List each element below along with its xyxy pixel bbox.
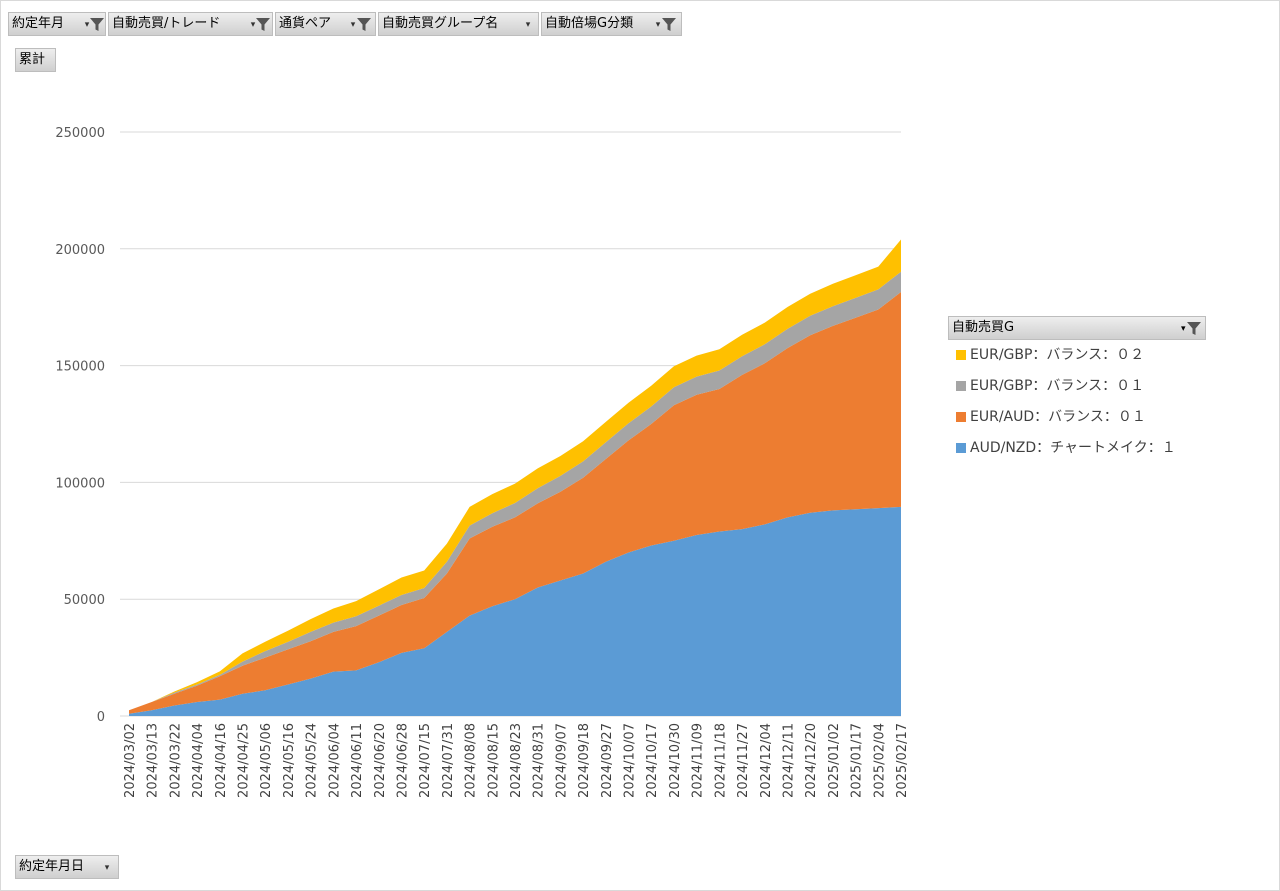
x-tick-label: 2024/08/15 <box>486 723 501 798</box>
x-tick-label: 2024/04/16 <box>214 723 229 798</box>
value-field-label: 累計 <box>19 52 46 67</box>
x-tick-label: 2025/01/02 <box>827 723 842 798</box>
legend-swatch <box>956 381 966 391</box>
x-tick-label: 2024/12/11 <box>781 723 796 798</box>
x-tick-label: 2024/12/20 <box>804 723 819 798</box>
x-tick-label: 2024/10/30 <box>668 723 683 798</box>
filter-label: 自動売買/トレード <box>112 16 221 31</box>
legend-item[interactable]: AUD/NZD：チャートメイク：１ <box>948 433 1206 464</box>
x-tick-label: 2025/01/17 <box>850 723 865 798</box>
filter-label: 自動倍場G分類 <box>545 16 634 31</box>
y-tick-label: 0 <box>97 710 105 725</box>
x-axis-ticks: 2024/03/02 2024/03/13 2024/03/22 2024/04/04… <box>123 723 910 798</box>
area-series-eur-aud <box>129 292 901 714</box>
funnel-icon[interactable] <box>1186 321 1202 336</box>
legend-items: EUR/GBP：バランス：０２ EUR/GBP：バランス：０１ EUR/AUD：バラ… <box>948 340 1206 464</box>
legend-label: EUR/AUD：バランス：０１ <box>970 409 1146 425</box>
legend: 自動売買G ▾ EUR/GBP：バランス：０２ EUR/GBP：バランス：０１ EU… <box>948 316 1206 464</box>
funnel-icon[interactable] <box>255 17 271 32</box>
x-tick-label: 2024/05/16 <box>282 723 297 798</box>
legend-swatch <box>956 350 966 360</box>
dropdown-arrow-icon[interactable]: ▾ <box>655 20 661 30</box>
axis-field-button[interactable]: 約定年月日 ▾ <box>15 855 119 879</box>
legend-field-button[interactable]: 自動売買G ▾ <box>948 316 1206 340</box>
dropdown-arrow-icon[interactable]: ▾ <box>84 20 90 30</box>
filter-button-auto-group-category[interactable]: 自動倍場G分類 ▾ <box>541 12 682 36</box>
y-tick-label: 100000 <box>55 476 105 491</box>
filter-label: 通貨ペア <box>279 16 332 31</box>
x-tick-label: 2024/12/04 <box>759 723 774 798</box>
filter-button-currency-pair[interactable]: 通貨ペア ▾ <box>275 12 376 36</box>
legend-label: EUR/GBP：バランス：０２ <box>970 347 1145 363</box>
area-series-aud-nzd <box>129 506 901 716</box>
legend-label: EUR/GBP：バランス：０１ <box>970 378 1145 394</box>
x-tick-label: 2024/11/27 <box>736 723 751 798</box>
x-tick-label: 2024/07/31 <box>441 723 456 798</box>
x-tick-label: 2024/09/27 <box>600 723 615 798</box>
x-tick-label: 2024/08/31 <box>532 723 547 798</box>
x-tick-label: 2024/11/18 <box>713 723 728 798</box>
funnel-icon[interactable] <box>661 17 677 32</box>
x-tick-label: 2024/06/20 <box>373 723 388 798</box>
legend-item[interactable]: EUR/GBP：バランス：０１ <box>948 371 1206 402</box>
legend-label: AUD/NZD：チャートメイク：１ <box>970 440 1176 456</box>
axis-field-label: 約定年月日 <box>19 859 85 874</box>
y-tick-label: 150000 <box>55 360 105 375</box>
filter-button-contract-month[interactable]: 約定年月 ▾ <box>8 12 106 36</box>
stacked-areas <box>129 239 901 716</box>
x-tick-label: 2024/05/06 <box>259 723 274 798</box>
filter-button-auto-trade[interactable]: 自動売買/トレード ▾ <box>108 12 273 36</box>
x-tick-label: 2024/11/09 <box>691 723 706 798</box>
x-tick-label: 2025/02/04 <box>872 723 887 798</box>
y-tick-label: 250000 <box>55 126 105 141</box>
x-tick-label: 2024/07/15 <box>418 723 433 798</box>
x-tick-label: 2024/06/11 <box>350 723 365 798</box>
x-tick-label: 2024/08/23 <box>509 723 524 798</box>
dropdown-arrow-icon[interactable]: ▾ <box>525 20 531 30</box>
x-tick-label: 2025/02/17 <box>895 723 910 798</box>
x-tick-label: 2024/03/02 <box>123 723 138 798</box>
filter-label: 約定年月 <box>12 16 65 31</box>
legend-swatch <box>956 443 966 453</box>
legend-title: 自動売買G <box>952 320 1015 335</box>
dropdown-arrow-icon[interactable]: ▾ <box>1181 324 1186 334</box>
area-series-eur-gbp-02 <box>129 239 901 711</box>
filter-bar: 約定年月 ▾ 自動売買/トレード ▾ 通貨ペア ▾ 自動売買グループ名 ▾ 自動… <box>8 12 684 36</box>
x-tick-label: 2024/09/18 <box>577 723 592 798</box>
x-tick-label: 2024/04/04 <box>191 723 206 798</box>
y-tick-label: 50000 <box>64 593 105 608</box>
y-tick-label: 200000 <box>55 243 105 258</box>
y-axis-ticks: 0 50000 100000 150000 200000 250000 <box>55 126 105 725</box>
x-tick-label: 2024/08/08 <box>464 723 479 798</box>
x-tick-label: 2024/03/13 <box>146 723 161 798</box>
value-field-button[interactable]: 累計 <box>15 48 56 72</box>
legend-item[interactable]: EUR/AUD：バランス：０１ <box>948 402 1206 433</box>
legend-item[interactable]: EUR/GBP：バランス：０２ <box>948 340 1206 371</box>
funnel-icon[interactable] <box>89 17 105 32</box>
dropdown-arrow-icon[interactable]: ▾ <box>104 863 110 873</box>
x-tick-label: 2024/06/28 <box>395 723 410 798</box>
funnel-icon[interactable] <box>356 17 372 32</box>
x-tick-label: 2024/10/07 <box>623 723 638 798</box>
x-tick-label: 2024/04/25 <box>237 723 252 798</box>
x-tick-label: 2024/06/04 <box>327 723 342 798</box>
dropdown-arrow-icon[interactable]: ▾ <box>250 20 256 30</box>
x-tick-label: 2024/10/17 <box>645 723 660 798</box>
filter-button-auto-group-name[interactable]: 自動売買グループ名 ▾ <box>378 12 539 36</box>
x-tick-label: 2024/05/24 <box>305 723 320 798</box>
x-tick-label: 2024/09/07 <box>554 723 569 798</box>
legend-swatch <box>956 412 966 422</box>
x-tick-label: 2024/03/22 <box>168 723 183 798</box>
area-series-eur-gbp-01 <box>129 271 901 711</box>
filter-label: 自動売買グループ名 <box>382 16 499 31</box>
dropdown-arrow-icon[interactable]: ▾ <box>350 20 356 30</box>
